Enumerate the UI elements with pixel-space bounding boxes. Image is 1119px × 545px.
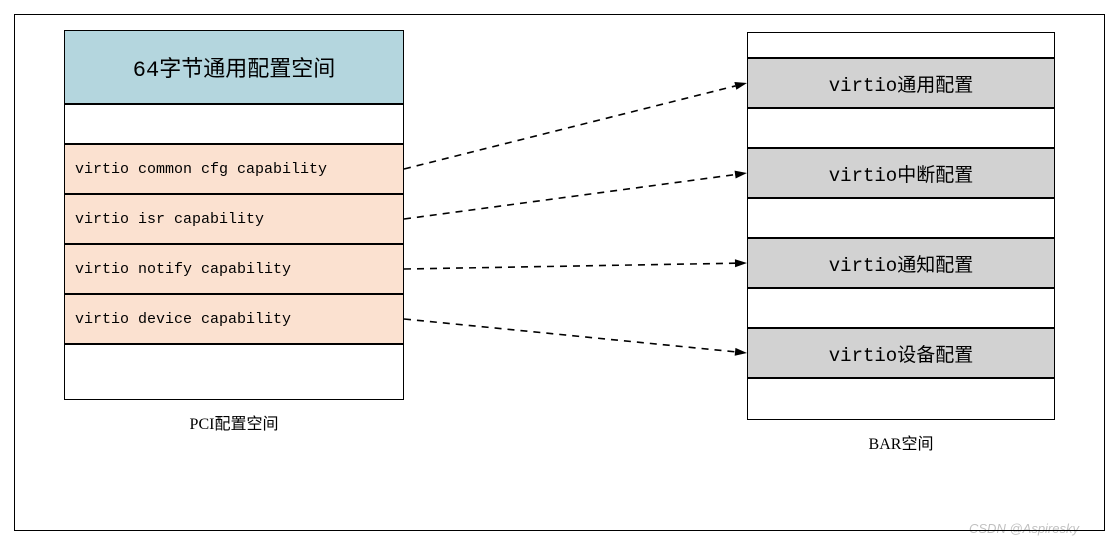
cap-common-cfg: virtio common cfg capability xyxy=(64,144,404,194)
bar-common-cfg: virtio通用配置 xyxy=(747,58,1055,108)
bar-column-label: BAR空间 xyxy=(747,430,1055,454)
bar-gap-0 xyxy=(747,32,1055,58)
watermark: CSDN @Aspiresky xyxy=(969,521,1079,536)
cap-device-label: virtio device capability xyxy=(75,311,291,328)
bar-isr-cfg-label: virtio中断配置 xyxy=(829,160,973,187)
bar-isr-cfg: virtio中断配置 xyxy=(747,148,1055,198)
bar-device-cfg: virtio设备配置 xyxy=(747,328,1055,378)
bar-gap-1 xyxy=(747,108,1055,148)
bar-common-cfg-label: virtio通用配置 xyxy=(829,70,973,97)
bar-device-cfg-label: virtio设备配置 xyxy=(829,340,973,367)
cap-isr: virtio isr capability xyxy=(64,194,404,244)
pci-gap-2 xyxy=(64,344,404,400)
cap-isr-label: virtio isr capability xyxy=(75,211,264,228)
pci-header-label: 64字节通用配置空间 xyxy=(133,51,335,83)
bar-notify-cfg: virtio通知配置 xyxy=(747,238,1055,288)
bar-gap-4 xyxy=(747,378,1055,420)
cap-notify: virtio notify capability xyxy=(64,244,404,294)
pci-header: 64字节通用配置空间 xyxy=(64,30,404,104)
cap-common-cfg-label: virtio common cfg capability xyxy=(75,161,327,178)
cap-notify-label: virtio notify capability xyxy=(75,261,291,278)
bar-gap-3 xyxy=(747,288,1055,328)
cap-device: virtio device capability xyxy=(64,294,404,344)
pci-gap-1 xyxy=(64,104,404,144)
pci-column-label: PCI配置空间 xyxy=(64,410,404,434)
bar-notify-cfg-label: virtio通知配置 xyxy=(829,250,973,277)
bar-gap-2 xyxy=(747,198,1055,238)
